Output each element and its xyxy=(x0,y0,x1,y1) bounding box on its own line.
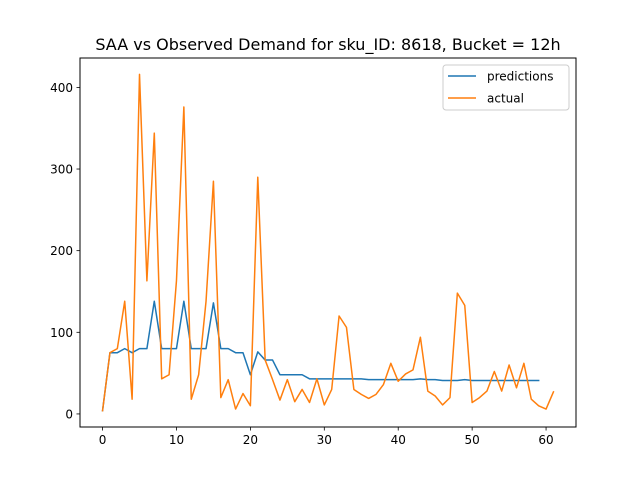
x-tick-label: 50 xyxy=(465,433,480,447)
series-line-actual xyxy=(101,73,555,412)
series-layer xyxy=(101,73,555,412)
x-tick-label: 40 xyxy=(391,433,406,447)
plot-area-frame xyxy=(79,57,577,428)
x-tick-label: 20 xyxy=(243,433,258,447)
y-tick-label: 300 xyxy=(50,163,73,177)
series-line-predictions xyxy=(101,300,540,412)
x-tick-label: 30 xyxy=(317,433,332,447)
legend-label-actual: actual xyxy=(487,92,524,106)
axes-layer: 0 10 20 30 40 50 60 0 100 200 300 400 xyxy=(50,81,554,447)
y-tick-label: 0 xyxy=(65,407,73,421)
y-tick-label: 400 xyxy=(50,81,73,95)
x-tick-label: 0 xyxy=(99,433,107,447)
y-tick-label: 200 xyxy=(50,244,73,258)
legend: predictions actual xyxy=(442,64,570,111)
y-tick-label: 100 xyxy=(50,326,73,340)
x-tick-label: 60 xyxy=(538,433,553,447)
legend-label-predictions: predictions xyxy=(487,70,553,84)
chart-title: SAA vs Observed Demand for sku_ID: 8618,… xyxy=(95,35,560,55)
x-tick-label: 10 xyxy=(169,433,184,447)
